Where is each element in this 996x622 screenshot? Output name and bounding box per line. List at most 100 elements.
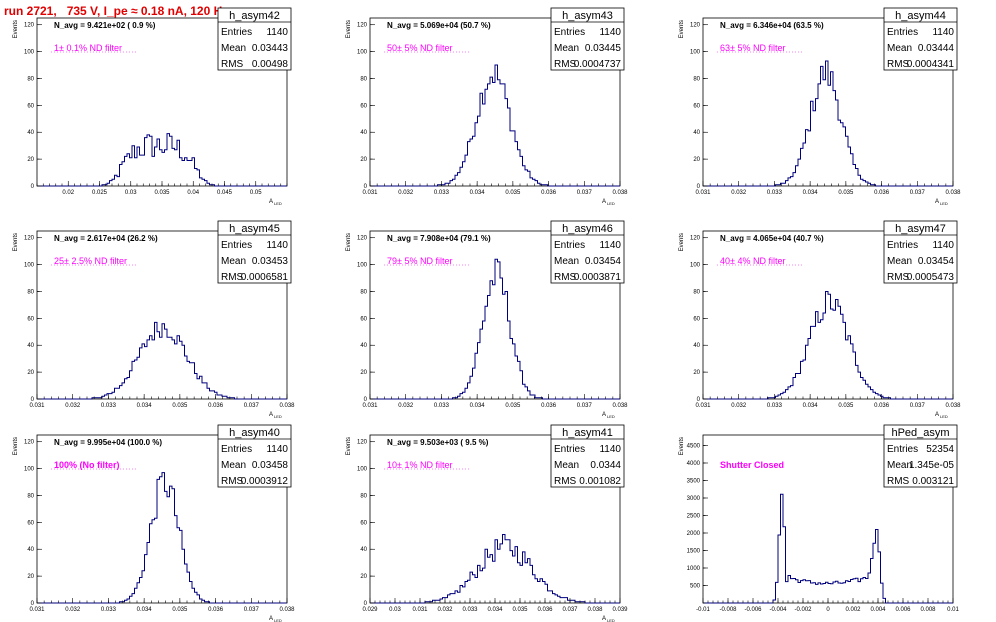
histogram-panel-h_asym43: 0.031 0.032 0.033 0.034 0.035 0.036 0.037 0.038… bbox=[346, 7, 628, 206]
x-tick-label: -0.004 bbox=[769, 607, 787, 613]
y-axis-label: Events bbox=[679, 437, 685, 455]
stats-key: Mean bbox=[887, 460, 912, 471]
histogram-panel-h_asym47: 0.031 0.032 0.033 0.034 0.035 0.036 0.037 0.038… bbox=[679, 220, 961, 419]
x-tick-label: 0.034 bbox=[487, 607, 503, 613]
stats-key: Entries bbox=[554, 27, 585, 38]
stats-key: RMS bbox=[221, 272, 244, 283]
plot-frame bbox=[36, 434, 288, 604]
x-tick-label: 0.035 bbox=[172, 607, 188, 613]
stats-key: Mean bbox=[221, 256, 246, 267]
y-tick-label: 20 bbox=[27, 370, 34, 376]
stats-value: 0.03458 bbox=[252, 460, 289, 471]
histogram-panel-h_asym40: 0.031 0.032 0.033 0.034 0.035 0.036 0.037 0.038… bbox=[13, 424, 295, 622]
stats-value: 1140 bbox=[266, 27, 288, 38]
y-tick-label: 40 bbox=[27, 343, 34, 349]
y-tick-label: 60 bbox=[27, 103, 34, 109]
y-tick-label: 80 bbox=[27, 493, 34, 499]
stats-key: RMS bbox=[554, 59, 577, 70]
y-tick-label: 80 bbox=[693, 289, 700, 295]
x-tick-label: 0.035 bbox=[505, 190, 521, 196]
stats-value: 1140 bbox=[599, 27, 621, 38]
y-axis-label: Events bbox=[679, 20, 685, 38]
y-tick-label: 20 bbox=[27, 157, 34, 163]
y-tick-label: 20 bbox=[693, 370, 700, 376]
x-tick-label: 0.038 bbox=[279, 403, 295, 409]
x-tick-label: -0.002 bbox=[794, 607, 812, 613]
y-tick-label: 0 bbox=[697, 184, 701, 190]
stats-key: RMS bbox=[554, 476, 577, 487]
y-axis-label: Events bbox=[346, 437, 352, 455]
x-tick-label: 0.037 bbox=[577, 190, 593, 196]
y-axis-label: Events bbox=[346, 20, 352, 38]
y-tick-label: 1500 bbox=[687, 549, 701, 555]
x-tick-label: 0.031 bbox=[29, 607, 45, 613]
x-tick-label: 0.032 bbox=[731, 190, 747, 196]
y-tick-label: 3500 bbox=[687, 479, 701, 485]
x-axis-label: ALED bbox=[935, 199, 948, 206]
y-tick-label: 60 bbox=[27, 520, 34, 526]
stats-value: 0.00498 bbox=[252, 59, 289, 70]
filter-label: Shutter Closed bbox=[720, 460, 784, 470]
stats-value: 0.003121 bbox=[912, 476, 954, 487]
x-tick-label: 0.04 bbox=[187, 190, 199, 196]
y-tick-label: 40 bbox=[693, 343, 700, 349]
histogram-panel-hPed_asym: -0.01 -0.008 -0.006 -0.004 -0.002 0 0.002 0.004… bbox=[679, 424, 959, 613]
y-tick-label: 100 bbox=[24, 263, 35, 269]
histogram-panel-h_asym45: 0.031 0.032 0.033 0.034 0.035 0.036 0.037 0.038… bbox=[13, 220, 295, 419]
stats-value: 0.0004737 bbox=[574, 59, 622, 70]
x-tick-label: 0.03 bbox=[389, 607, 401, 613]
stats-value: 0.0344 bbox=[590, 460, 621, 471]
stats-value: 0.001082 bbox=[579, 476, 621, 487]
n-avg-annotation: N_avg = 9.421e+02 ( 0.9 %) bbox=[54, 21, 156, 30]
x-tick-label: 0.032 bbox=[398, 403, 414, 409]
y-tick-label: 100 bbox=[357, 263, 368, 269]
plot-frame bbox=[702, 17, 954, 187]
x-tick-label: 0.035 bbox=[838, 403, 854, 409]
stats-box bbox=[217, 220, 292, 284]
stats-value: 52354 bbox=[926, 444, 954, 455]
y-tick-label: 60 bbox=[360, 520, 367, 526]
x-tick-label: 0.034 bbox=[803, 190, 819, 196]
x-tick-label: 0.032 bbox=[65, 607, 81, 613]
x-axis-label: ALED bbox=[935, 412, 948, 419]
filter-label: 1± 0.1% ND filter bbox=[54, 43, 122, 53]
y-tick-label: 100 bbox=[357, 50, 368, 56]
x-axis-label: ALED bbox=[602, 616, 615, 622]
x-tick-label: 0.037 bbox=[910, 190, 926, 196]
stats-box bbox=[217, 424, 292, 488]
x-tick-label: 0.038 bbox=[945, 190, 961, 196]
stats-value: 0.0003871 bbox=[574, 272, 622, 283]
y-tick-label: 60 bbox=[27, 316, 34, 322]
stats-value: 0.0005473 bbox=[907, 272, 955, 283]
y-tick-label: 120 bbox=[24, 23, 35, 29]
x-axis-label: ALED bbox=[269, 616, 282, 622]
stats-key: Mean bbox=[554, 256, 579, 267]
histogram-panel-h_asym44: 0.031 0.032 0.033 0.034 0.035 0.036 0.037 0.038… bbox=[679, 7, 961, 206]
x-tick-label: 0.034 bbox=[137, 607, 153, 613]
y-axis-label: Events bbox=[679, 233, 685, 251]
stats-key: Mean bbox=[887, 256, 912, 267]
x-tick-label: 0.033 bbox=[434, 403, 450, 409]
y-axis-label: Events bbox=[13, 437, 19, 455]
histogram-line bbox=[370, 64, 620, 187]
stats-value: 1140 bbox=[266, 240, 288, 251]
x-tick-label: 0.035 bbox=[172, 403, 188, 409]
stats-value: 0.0004341 bbox=[907, 59, 955, 70]
x-tick-label: 0.038 bbox=[587, 607, 603, 613]
x-tick-label: 0.031 bbox=[362, 403, 378, 409]
x-tick-label: 0.033 bbox=[767, 403, 783, 409]
y-tick-label: 0 bbox=[364, 601, 368, 607]
filter-label: 50± 5% ND filter bbox=[387, 43, 452, 53]
x-tick-label: -0.008 bbox=[719, 607, 737, 613]
y-tick-label: 0 bbox=[364, 184, 368, 190]
x-tick-label: 0.039 bbox=[612, 607, 628, 613]
y-tick-label: 1000 bbox=[687, 566, 701, 572]
x-tick-label: 0.038 bbox=[945, 403, 961, 409]
stats-box bbox=[550, 220, 625, 284]
x-axis-label: ALED bbox=[269, 412, 282, 419]
y-tick-label: 0 bbox=[364, 397, 368, 403]
x-tick-label: 0.032 bbox=[398, 190, 414, 196]
plot-frame bbox=[369, 17, 621, 187]
y-tick-label: 80 bbox=[360, 493, 367, 499]
y-tick-label: 120 bbox=[690, 23, 701, 29]
